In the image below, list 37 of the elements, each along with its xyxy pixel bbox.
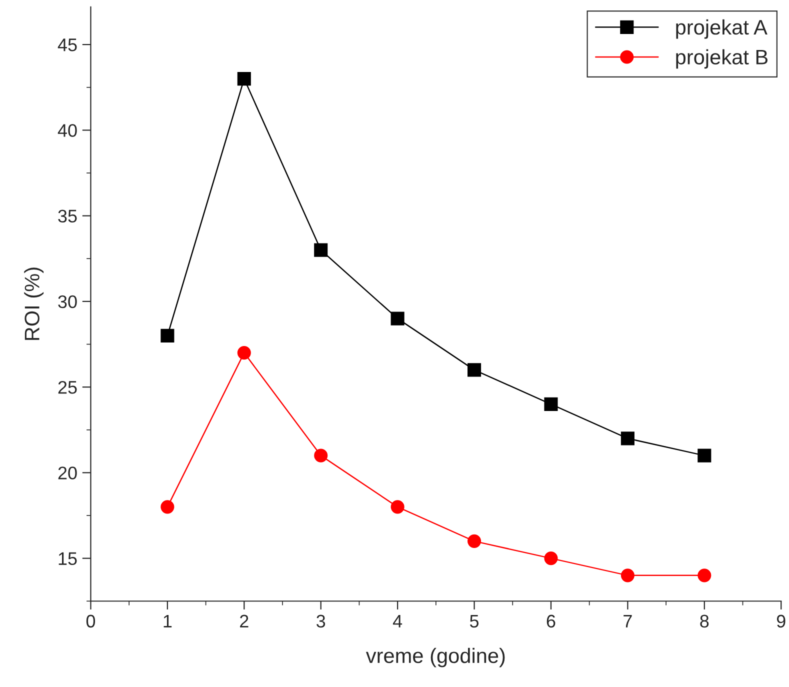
point — [390, 500, 404, 514]
point — [544, 552, 558, 566]
x-tick-label: 1 — [164, 614, 172, 628]
x-tick-label: 9 — [776, 614, 786, 628]
point — [237, 346, 251, 360]
y-tick-label: 25 — [58, 380, 77, 394]
y-tick-label: 15 — [58, 552, 77, 566]
point — [698, 568, 712, 582]
point — [620, 568, 634, 582]
y-tick-label: 30 — [58, 295, 77, 308]
legend-label: projekat A — [676, 19, 768, 39]
y-tick-label: 20 — [58, 466, 77, 480]
point — [314, 448, 328, 462]
point — [698, 448, 712, 462]
x-tick-label: 6 — [546, 614, 556, 628]
y-tick-label: 35 — [58, 210, 77, 223]
x-tick-label: 5 — [470, 614, 479, 628]
x-tick-label: 2 — [240, 614, 248, 628]
y-tick-label: 45 — [58, 38, 77, 52]
point — [468, 534, 482, 548]
x-tick-label: 0 — [86, 614, 96, 628]
legend-label: projekat B — [676, 49, 768, 69]
y-tick-label: 40 — [58, 124, 77, 137]
point — [237, 72, 251, 86]
x-axis-title: vreme (godine) — [366, 648, 505, 668]
y-axis-title: ROI (%) — [24, 268, 44, 340]
point — [468, 363, 482, 377]
point — [314, 243, 328, 257]
point — [390, 312, 404, 326]
x-tick-label: 4 — [392, 614, 402, 628]
point — [160, 500, 174, 514]
point — [620, 432, 634, 446]
x-tick-label: 7 — [624, 614, 632, 628]
point — [160, 328, 174, 342]
x-tick-label: 8 — [700, 614, 709, 628]
x-tick-label: 3 — [316, 614, 326, 628]
point — [544, 397, 558, 411]
